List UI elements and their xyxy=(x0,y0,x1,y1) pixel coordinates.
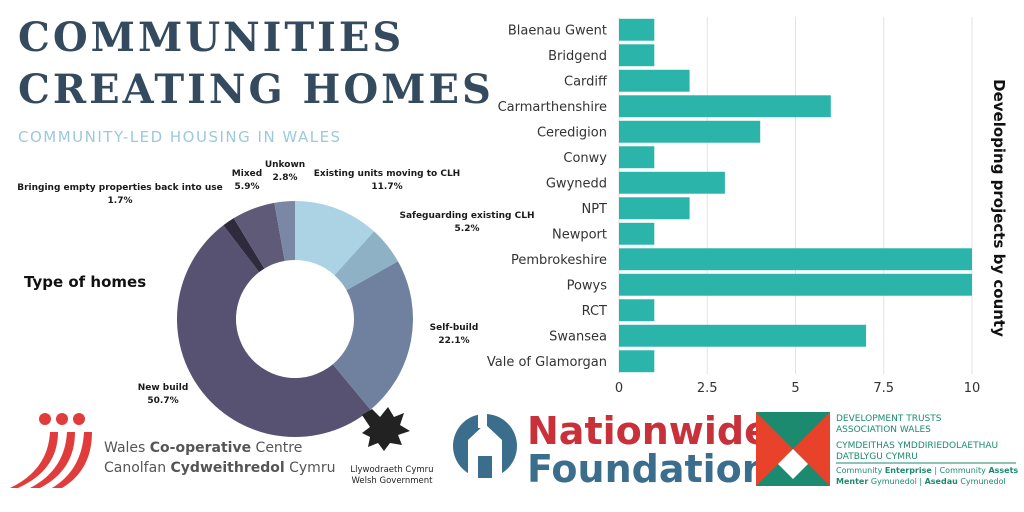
bar-chart-tick-labels: 0 2.5 5 7.5 10 xyxy=(615,381,980,396)
category-label-newport: Newport xyxy=(552,227,607,242)
dtaw-line5-c: | Community xyxy=(932,466,989,475)
house-icon xyxy=(453,414,517,478)
category-label-gwynedd: Gwynedd xyxy=(546,176,607,191)
svg-text:Canolfan Cydweithredol Cymru: Canolfan Cydweithredol Cymru xyxy=(104,460,335,476)
donut-value-safeguarding-existing-clh: 5.2% xyxy=(455,224,480,234)
donut-label-unkown: Unkown xyxy=(265,160,305,170)
wcc-line2-a: Canolfan xyxy=(104,460,171,476)
bar-powys xyxy=(619,273,972,296)
donut-chart-title: Type of homes xyxy=(24,273,147,291)
bar-bridgend xyxy=(619,44,655,67)
donut-label-new-build: New build xyxy=(138,383,189,393)
donut-value-self-build: 22.1% xyxy=(438,336,469,346)
donut-label-bringing-empty-properties-back-into-use: Bringing empty properties back into use xyxy=(17,183,223,193)
title-line-2: CREATING HOMES xyxy=(18,66,494,113)
title-line-1: COMMUNITIES xyxy=(18,14,405,61)
category-label-vale-of-glamorgan: Vale of Glamorgan xyxy=(487,355,607,370)
nationwide-foundation-logo: Nationwide Foundation xyxy=(453,409,770,491)
svg-text:Community Enterprise | Communi: Community Enterprise | Community Assets xyxy=(836,466,1018,475)
bar-swansea xyxy=(619,324,867,347)
bar-chart-category-labels: Blaenau Gwent Bridgend Cardiff Carmarthensh… xyxy=(487,23,608,370)
wcc-line1-a: Wales xyxy=(104,440,150,456)
donut-slice-unkown xyxy=(274,201,295,261)
donut-value-unkown: 2.8% xyxy=(273,173,298,183)
bar-chart xyxy=(619,18,972,373)
category-label-carmarthenshire: Carmarthenshire xyxy=(498,100,607,115)
dtaw-line6-a: Menter xyxy=(836,477,868,486)
donut-slice-mixed xyxy=(233,202,285,269)
donut-value-bringing-empty-properties-back-into-use: 1.7% xyxy=(108,196,133,206)
donut-slice-new-build xyxy=(177,225,371,437)
nw-line1: Nationwide xyxy=(527,409,770,453)
dtaw-line4: DATBLYGU CYMRU xyxy=(836,452,918,462)
x-tick-label-4: 10 xyxy=(964,381,981,396)
donut-slice-self-build xyxy=(332,261,413,410)
donut-label-mixed: Mixed xyxy=(232,169,262,179)
donut-value-new-build: 50.7% xyxy=(147,396,178,406)
bar-carmarthenshire xyxy=(619,95,831,118)
category-label-powys: Powys xyxy=(567,278,608,293)
donut-slice-bringing-empty-properties-back-into-use xyxy=(223,218,265,273)
svg-text:Menter Gymunedol | Asedau Cymu: Menter Gymunedol | Asedau Cymunedol xyxy=(836,477,1006,486)
category-label-conwy: Conwy xyxy=(563,151,607,166)
dtaw-line6-b: Gymunedol | xyxy=(868,477,924,486)
x-tick-label-2: 5 xyxy=(791,381,799,396)
donut-slice-safeguarding-existing-clh xyxy=(334,231,398,291)
donut-value-mixed: 5.9% xyxy=(235,182,260,192)
donut-value-existing-units-moving-to-clh: 11.7% xyxy=(371,182,402,192)
dta-wales-logo: DEVELOPMENT TRUSTS ASSOCIATION WALES CYM… xyxy=(756,412,1018,486)
nw-line2: Foundation xyxy=(527,447,769,491)
x-tick-label-1: 2.5 xyxy=(697,381,718,396)
bar-rct xyxy=(619,299,655,322)
category-label-bridgend: Bridgend xyxy=(548,49,607,64)
bar-vale-of-glamorgan xyxy=(619,350,655,373)
dtaw-line2: ASSOCIATION WALES xyxy=(836,425,931,435)
bar-cardiff xyxy=(619,69,690,92)
dtaw-line6-c: Asedau xyxy=(925,477,959,486)
bar-npt xyxy=(619,197,690,220)
bar-pembrokeshire xyxy=(619,248,972,271)
dtaw-line5-b: Enterprise xyxy=(885,466,933,475)
wcc-line2-b: Cydweithredol xyxy=(171,460,285,476)
category-label-cardiff: Cardiff xyxy=(564,74,608,89)
x-tick-label-3: 7.5 xyxy=(873,381,894,396)
welsh-government-logo: Llywodraeth Cymru Welsh Government xyxy=(350,407,434,486)
donut-label-existing-units-moving-to-clh: Existing units moving to CLH xyxy=(314,169,460,179)
donut-slice-existing-units-moving-to-clh xyxy=(295,201,375,276)
bar-blaenau-gwent xyxy=(619,18,655,41)
dtaw-line5-a: Community xyxy=(836,466,885,475)
wcc-line2-c: Cymru xyxy=(285,460,336,476)
dtaw-mark-icon xyxy=(756,412,830,486)
donut-labels: Existing units moving to CLH 11.7% Safegua… xyxy=(17,160,534,406)
donut-label-safeguarding-existing-clh: Safeguarding existing CLH xyxy=(399,211,534,221)
category-label-rct: RCT xyxy=(582,304,607,319)
bar-gwynedd xyxy=(619,171,725,194)
category-label-blaenau-gwent: Blaenau Gwent xyxy=(508,23,607,38)
gov-line1: Llywodraeth Cymru xyxy=(350,465,433,475)
donut-label-self-build: Self-build xyxy=(430,323,479,333)
bar-newport xyxy=(619,222,655,245)
dtaw-line1: DEVELOPMENT TRUSTS xyxy=(836,414,942,424)
category-label-pembrokeshire: Pembrokeshire xyxy=(511,253,607,268)
wcc-line1-c: Centre xyxy=(251,440,302,456)
svg-text:Wales Co-operative Centre: Wales Co-operative Centre xyxy=(104,440,302,456)
donut-chart xyxy=(177,201,413,437)
bar-chart-axis-title: Developing projects by county xyxy=(990,79,1008,337)
wcc-mark-icon xyxy=(10,413,92,488)
dtaw-line6-d: Cymunedol xyxy=(958,477,1006,486)
dtaw-line5-d: Assets xyxy=(988,466,1018,475)
category-label-ceredigion: Ceredigion xyxy=(537,125,607,140)
category-label-npt: NPT xyxy=(581,202,607,217)
category-label-swansea: Swansea xyxy=(549,329,607,344)
bar-ceredigion xyxy=(619,120,761,143)
wales-cooperative-centre-logo: Wales Co-operative Centre Canolfan Cydwe… xyxy=(10,413,335,488)
gov-line2: Welsh Government xyxy=(351,476,433,486)
bar-conwy xyxy=(619,146,655,169)
dtaw-line3: CYMDEITHAS YMDDIRIEDOLAETHAU xyxy=(836,441,998,451)
wcc-line1-b: Co-operative xyxy=(150,440,251,456)
welsh-dragon-icon xyxy=(362,407,410,451)
x-tick-label-0: 0 xyxy=(615,381,623,396)
subtitle: COMMUNITY-LED HOUSING IN WALES xyxy=(18,128,342,146)
